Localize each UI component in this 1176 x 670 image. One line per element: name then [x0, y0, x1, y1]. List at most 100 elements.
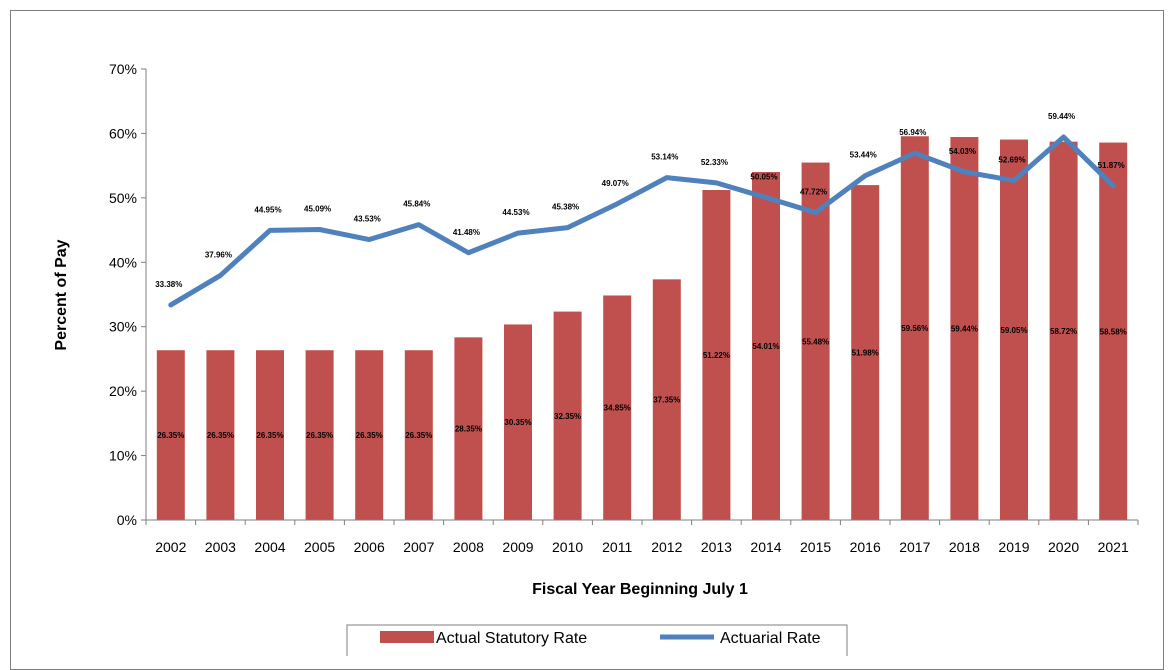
bar-data-label: 34.85%: [604, 404, 631, 413]
x-tick-label: 2010: [552, 539, 583, 555]
x-tick-label: 2008: [453, 539, 484, 555]
bar-data-label: 26.35%: [306, 431, 333, 440]
bar: [256, 350, 284, 520]
bar-data-label: 26.35%: [157, 431, 184, 440]
line-data-label: 41.48%: [453, 228, 480, 237]
line-point: [219, 274, 221, 276]
bar: [504, 324, 532, 520]
x-tick-label: 2021: [1098, 539, 1129, 555]
line-data-label: 45.84%: [403, 200, 430, 209]
line-data-label: 56.94%: [899, 128, 926, 137]
y-tick-label: 40%: [109, 254, 137, 270]
line-data-label: 33.38%: [155, 280, 182, 289]
line-data-label: 52.69%: [998, 156, 1025, 165]
bar: [305, 350, 334, 520]
y-tick-label: 70%: [109, 61, 137, 77]
bar-data-label: 59.44%: [951, 325, 978, 334]
line-data-label: 50.05%: [750, 173, 777, 182]
bar-data-label: 59.05%: [1000, 326, 1027, 335]
x-tick-label: 2019: [998, 539, 1029, 555]
line-point: [1063, 136, 1065, 138]
bar-data-label: 28.35%: [455, 425, 482, 434]
bar-data-label: 58.72%: [1050, 327, 1077, 336]
bar: [603, 295, 632, 520]
x-tick-label: 2017: [899, 539, 930, 555]
line-data-label: 44.95%: [254, 205, 281, 214]
bar: [900, 136, 929, 520]
line-data-label: 53.44%: [850, 151, 877, 160]
bar: [553, 311, 582, 520]
bar: [156, 350, 185, 520]
bar: [454, 337, 483, 520]
x-tick-label: 2005: [304, 539, 335, 555]
bar-data-label: 26.35%: [405, 431, 432, 440]
line-data-label: 44.53%: [502, 208, 529, 217]
bar: [1099, 142, 1128, 520]
y-tick-label: 0%: [117, 512, 137, 528]
y-tick-label: 10%: [109, 448, 137, 464]
bar: [950, 137, 979, 521]
x-tick-label: 2004: [254, 539, 285, 555]
legend: Actual Statutory Rate Actuarial Rate: [346, 624, 848, 656]
x-axis: 2002 2003 2004 2005 2006 2007 2008 2009 2010 2011…: [145, 519, 1139, 555]
x-tick-label: 2007: [403, 539, 434, 555]
bar-data-label: 54.01%: [752, 342, 779, 351]
x-tick-label: 2014: [750, 539, 781, 555]
x-tick-label: 2013: [701, 539, 732, 555]
line-point: [319, 228, 321, 230]
line-data-label: 45.38%: [552, 203, 579, 212]
bar-data-label: 30.35%: [504, 418, 531, 427]
bar-data-label: 58.58%: [1100, 327, 1127, 336]
bar: [652, 279, 681, 520]
line-data-label: 47.72%: [800, 188, 827, 197]
bar-data-label: 26.35%: [256, 431, 283, 440]
line-point: [170, 304, 172, 306]
bar-data-label: 51.98%: [852, 349, 879, 358]
line-point: [418, 224, 420, 226]
line-point: [616, 203, 618, 205]
x-tick-label: 2002: [155, 539, 186, 555]
x-tick-label: 2003: [205, 539, 236, 555]
x-tick-label: 2012: [651, 539, 682, 555]
line-data-label: 49.07%: [602, 179, 629, 188]
x-tick-label: 2009: [502, 539, 533, 555]
bar-data-label: 26.35%: [207, 431, 234, 440]
line-data-labels: 33.38% 37.96% 44.95% 45.09% 43.53% 45.84% 41.4…: [155, 112, 1125, 289]
x-tick-label: 2020: [1048, 539, 1079, 555]
bar: [702, 189, 731, 520]
line-data-label: 45.09%: [304, 204, 331, 213]
bar-data-label: 26.35%: [356, 431, 383, 440]
legend-label-statutory: Actual Statutory Rate: [436, 630, 587, 647]
line-data-label: 54.03%: [949, 147, 976, 156]
bar: [206, 350, 235, 520]
bar-data-label: 55.48%: [802, 337, 829, 346]
bar: [851, 185, 880, 520]
line-data-label: 37.96%: [205, 250, 232, 259]
line-series: [168, 134, 1116, 308]
line-point: [368, 239, 370, 241]
line-point: [467, 252, 469, 254]
actuarial-line: [168, 134, 1116, 308]
bar: [355, 350, 384, 520]
bar-series: [156, 136, 1128, 521]
y-tick-label: 60%: [109, 125, 137, 141]
y-tick-label: 30%: [109, 319, 137, 335]
line-point: [963, 171, 965, 173]
bar: [1049, 141, 1078, 521]
line-data-label: 51.87%: [1098, 161, 1125, 170]
bar: [404, 350, 433, 520]
x-tick-label: 2011: [602, 539, 632, 555]
line-point: [269, 229, 271, 231]
bar: [801, 162, 830, 520]
line-point: [1112, 185, 1114, 187]
y-axis-title: Percent of Pay: [53, 239, 70, 350]
line-point: [864, 175, 866, 177]
line-data-label: 53.14%: [651, 153, 678, 162]
x-tick-label: 2015: [800, 539, 831, 555]
combo-chart: 0%10%20%30%40%50%60%70% 26.35% 26.35% 26.3…: [53, 61, 1139, 656]
bar-data-label: 59.56%: [901, 324, 928, 333]
y-tick-label: 20%: [109, 383, 137, 399]
line-data-label: 43.53%: [354, 215, 381, 224]
bar: [1000, 139, 1028, 520]
x-tick-label: 2018: [949, 539, 980, 555]
